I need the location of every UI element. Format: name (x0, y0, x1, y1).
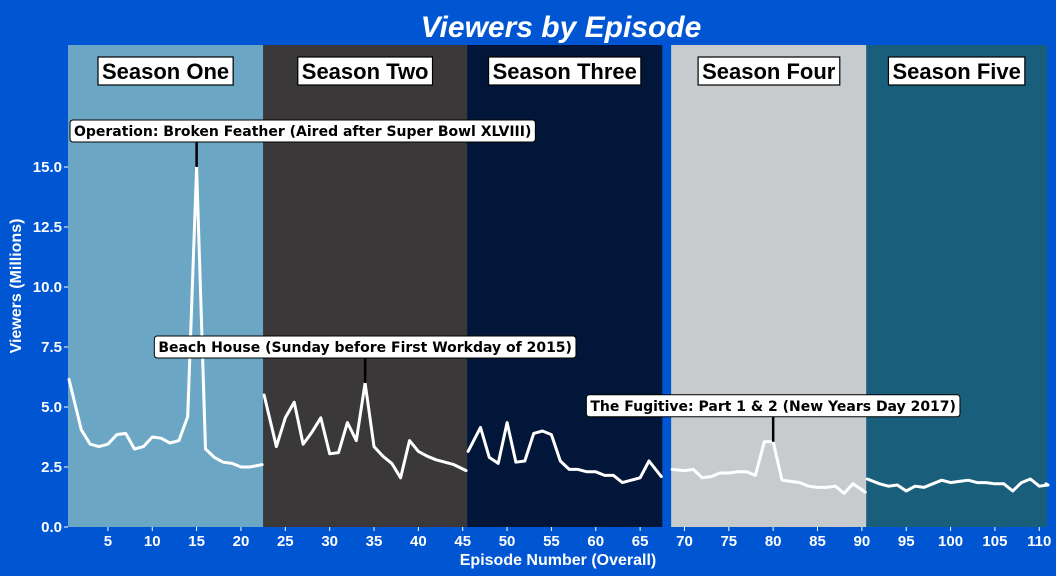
y-axis-title: Viewers (Millions) (8, 219, 25, 354)
x-tick-label: 45 (454, 533, 471, 550)
season-label-box-season-three (487, 56, 642, 86)
y-tick-label: 10.0 (33, 279, 62, 296)
x-tick-label: 40 (410, 533, 427, 550)
x-tick-label: 110 (1027, 533, 1051, 550)
series-line-season-four (670, 440, 867, 495)
x-tick-label: 30 (321, 533, 338, 550)
season-label-season-four: Season Four (702, 59, 836, 84)
annotation-label-1: Operation: Broken Feather (Aired after S… (74, 124, 531, 140)
x-tick-label: 95 (898, 533, 915, 550)
annotation-box-2 (153, 335, 577, 359)
season-band-season-five (866, 45, 1047, 527)
x-tick-label: 85 (809, 533, 826, 550)
x-tick-label: 15 (188, 533, 205, 550)
x-tick-label: 65 (632, 533, 649, 550)
season-band-season-one (68, 45, 264, 527)
x-tick-label: 80 (765, 533, 782, 550)
season-band-season-two (263, 45, 468, 527)
x-tick-label: 105 (982, 533, 1007, 550)
x-tick-label: 20 (233, 533, 250, 550)
season-band-season-four (671, 45, 867, 527)
y-tick-label: 2.5 (41, 459, 62, 476)
x-tick-label: 70 (676, 533, 693, 550)
x-tick-label: 90 (854, 533, 871, 550)
season-label-season-one: Season One (102, 59, 229, 84)
x-tick-label: 60 (587, 533, 604, 550)
season-label-season-five: Season Five (892, 59, 1020, 84)
annotation-label-2: Beach House (Sunday before First Workday… (158, 340, 572, 356)
series-line-season-one (67, 165, 264, 469)
annotation-label-3: The Fugitive: Part 1 & 2 (New Years Day … (590, 399, 956, 415)
annotation-box-1 (69, 119, 536, 143)
season-label-box-season-one (97, 56, 234, 86)
x-tick-label: 55 (543, 533, 560, 550)
x-tick-label: 10 (144, 533, 161, 550)
y-tick-label: 0.0 (41, 519, 62, 536)
series-line-season-five (865, 477, 1050, 493)
annotation-box-3 (585, 394, 961, 418)
season-label-box-season-two (297, 56, 434, 86)
y-tick-label: 12.5 (33, 219, 62, 236)
x-tick-label: 100 (938, 533, 963, 550)
chart-title: Viewers by Episode (421, 11, 702, 44)
season-label-box-season-four (697, 56, 841, 86)
x-tick-label: 5 (104, 533, 112, 550)
season-band-season-three (467, 45, 663, 527)
y-tick-label: 15.0 (33, 159, 62, 176)
x-axis-title: Episode Number (Overall) (460, 552, 657, 569)
x-tick-label: 75 (720, 533, 737, 550)
season-label-season-two: Season Two (302, 59, 429, 84)
x-tick-label: 50 (499, 533, 516, 550)
series-line-season-three (466, 421, 663, 485)
y-tick-label: 7.5 (41, 339, 62, 356)
season-label-season-three: Season Three (493, 59, 637, 84)
season-labels: Season One Season Two Season Three Season F… (97, 56, 1026, 86)
annotations: Operation: Broken Feather (Aired after S… (69, 119, 961, 442)
x-axis: 5 10 15 20 25 30 35 40 45 50 55 60 65 70 75 80 85 90 95 100… (104, 527, 1051, 550)
y-tick-label: 5.0 (41, 399, 62, 416)
y-axis: 0.0 2.5 5.0 7.5 10.0 12.5 15.0 (33, 159, 68, 536)
season-label-box-season-five (887, 56, 1026, 86)
x-tick-label: 25 (277, 533, 294, 550)
x-tick-label: 35 (366, 533, 383, 550)
